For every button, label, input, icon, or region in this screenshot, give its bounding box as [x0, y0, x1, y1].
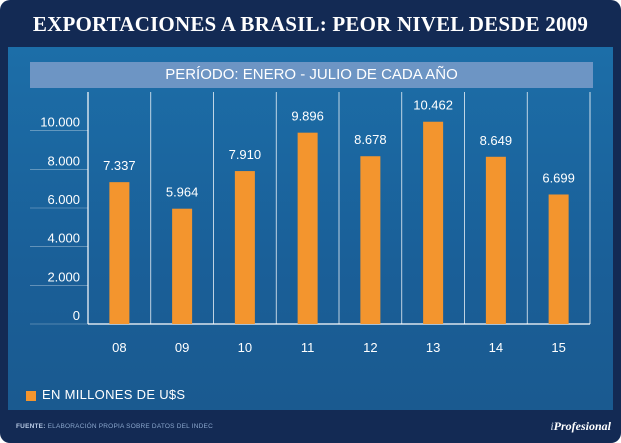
y-tick-label: 10.000 [40, 115, 80, 130]
y-tick-label: 2.000 [47, 269, 80, 284]
logo-text: Profesional [553, 419, 611, 433]
source-label: FUENTE: [16, 423, 46, 430]
value-label-14: 8.649 [480, 133, 513, 148]
subtitle-bar [30, 62, 593, 88]
chart-subtitle: PERÍODO: ENERO - JULIO DE CADA AÑO [165, 66, 458, 83]
bar-15 [548, 194, 569, 324]
bar-14 [485, 156, 506, 324]
value-label-15: 6.699 [542, 170, 575, 185]
y-tick-label: 6.000 [47, 192, 80, 207]
source-text: ELABORACIÓN PROPIA SOBRE DATOS DEL INDEC [47, 423, 213, 430]
value-label-13: 10.462 [413, 98, 453, 113]
labels-layer: 0 2.000 4.000 6.000 8.000 10.000 7.337 08 5.964 0… [40, 98, 575, 355]
bar-08 [109, 182, 130, 324]
logo-prefix: i [550, 419, 554, 433]
grid-layer [30, 92, 591, 325]
bar-10 [234, 171, 255, 324]
chart-title: EXPORTACIONES A BRASIL: PEOR NIVEL DESDE… [32, 12, 589, 36]
bar-13 [423, 121, 444, 324]
value-label-10: 7.910 [229, 147, 262, 162]
x-tick-label-09: 09 [175, 340, 189, 355]
x-tick-label-11: 11 [301, 340, 315, 355]
legend-swatch [26, 391, 36, 401]
legend-label: EN MILLONES DE U$S [42, 387, 186, 402]
brand-logo: iProfesional [550, 419, 611, 434]
bar-12 [360, 156, 381, 324]
value-label-09: 5.964 [166, 185, 199, 200]
y-tick-label: 0 [73, 308, 80, 323]
x-tick-label-13: 13 [426, 340, 440, 355]
value-label-08: 7.337 [103, 158, 136, 173]
y-tick-label: 4.000 [47, 231, 80, 246]
value-label-11: 9.896 [291, 109, 324, 124]
x-tick-label-14: 14 [489, 340, 503, 355]
bar-11 [297, 132, 318, 324]
bar-09 [172, 208, 193, 324]
x-tick-label-12: 12 [363, 340, 377, 355]
y-tick-label: 8.000 [47, 153, 80, 168]
bars-layer [109, 121, 569, 324]
x-tick-label-10: 10 [238, 340, 252, 355]
x-tick-label-15: 15 [551, 340, 565, 355]
value-label-12: 8.678 [354, 132, 387, 147]
x-tick-label-08: 08 [112, 340, 126, 355]
source-note: FUENTE: ELABORACIÓN PROPIA SOBRE DATOS D… [16, 423, 213, 430]
